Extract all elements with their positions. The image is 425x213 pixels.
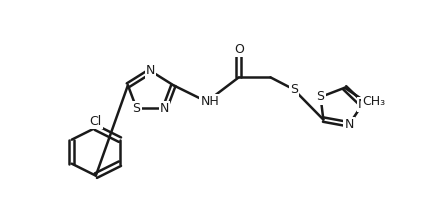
Text: S: S <box>133 102 141 115</box>
Text: N: N <box>146 65 156 78</box>
Text: CH₃: CH₃ <box>363 95 385 108</box>
Text: N: N <box>344 118 354 131</box>
Text: N: N <box>160 102 170 115</box>
Text: Cl: Cl <box>90 115 102 128</box>
Text: O: O <box>234 43 244 56</box>
Text: NH: NH <box>200 95 219 108</box>
Text: S: S <box>289 83 298 96</box>
Text: N: N <box>357 98 367 111</box>
Text: S: S <box>317 91 325 104</box>
